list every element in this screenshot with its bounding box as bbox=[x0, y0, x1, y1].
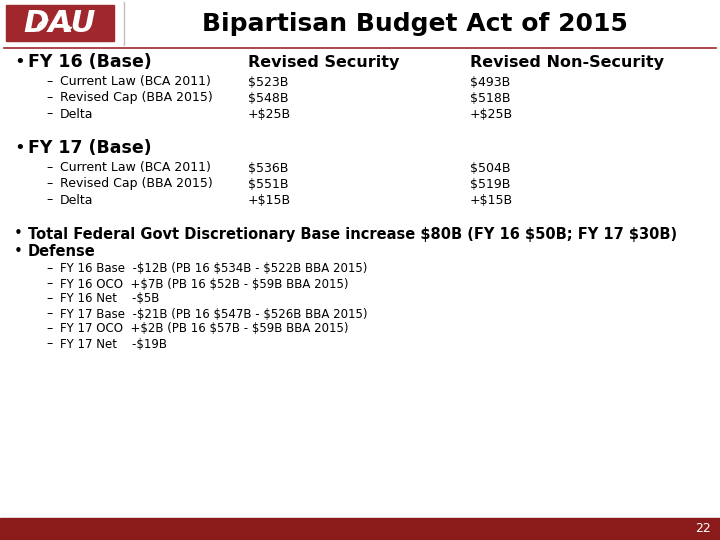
Text: +$15B: +$15B bbox=[470, 193, 513, 206]
Text: FY 17 OCO  +$2B (PB 16 $57B - $59B BBA 2015): FY 17 OCO +$2B (PB 16 $57B - $59B BBA 20… bbox=[60, 322, 348, 335]
Text: –: – bbox=[46, 193, 53, 206]
Text: $548B: $548B bbox=[248, 91, 289, 105]
Bar bbox=[6, 5, 114, 41]
Text: Current Law (BCA 2011): Current Law (BCA 2011) bbox=[60, 76, 211, 89]
Text: FY 16 (Base): FY 16 (Base) bbox=[28, 53, 152, 71]
Text: •: • bbox=[14, 226, 23, 241]
Text: DAU: DAU bbox=[24, 9, 96, 37]
Text: Total Federal Govt Discretionary Base increase $80B (FY 16 $50B; FY 17 $30B): Total Federal Govt Discretionary Base in… bbox=[28, 226, 677, 241]
Text: –: – bbox=[46, 161, 53, 174]
Text: –: – bbox=[46, 91, 53, 105]
Text: Revised Security: Revised Security bbox=[248, 55, 400, 70]
Text: –: – bbox=[46, 293, 53, 306]
Bar bbox=[4, 3, 116, 43]
Bar bbox=[0, 518, 720, 540]
Text: 22: 22 bbox=[695, 523, 711, 536]
Text: Defense: Defense bbox=[28, 245, 96, 260]
Text: Revised Non-Security: Revised Non-Security bbox=[470, 55, 664, 70]
Text: FY 17 Net    -$19B: FY 17 Net -$19B bbox=[60, 338, 167, 350]
Text: Revised Cap (BBA 2015): Revised Cap (BBA 2015) bbox=[60, 91, 212, 105]
Text: Revised Cap (BBA 2015): Revised Cap (BBA 2015) bbox=[60, 178, 212, 191]
Text: $551B: $551B bbox=[248, 178, 289, 191]
Text: –: – bbox=[46, 278, 53, 291]
Text: +$15B: +$15B bbox=[248, 193, 291, 206]
Text: •: • bbox=[14, 53, 24, 71]
Text: $504B: $504B bbox=[470, 161, 510, 174]
Text: –: – bbox=[46, 338, 53, 350]
Text: FY 17 Base  -$21B (PB 16 $547B - $526B BBA 2015): FY 17 Base -$21B (PB 16 $547B - $526B BB… bbox=[60, 307, 367, 321]
Text: FY 16 OCO  +$7B (PB 16 $52B - $59B BBA 2015): FY 16 OCO +$7B (PB 16 $52B - $59B BBA 20… bbox=[60, 278, 348, 291]
Text: $536B: $536B bbox=[248, 161, 289, 174]
Text: –: – bbox=[46, 322, 53, 335]
Text: +$25B: +$25B bbox=[470, 107, 513, 120]
Text: $523B: $523B bbox=[248, 76, 289, 89]
Text: Delta: Delta bbox=[60, 107, 94, 120]
Text: Bipartisan Budget Act of 2015: Bipartisan Budget Act of 2015 bbox=[202, 12, 628, 36]
Text: –: – bbox=[46, 107, 53, 120]
Text: $518B: $518B bbox=[470, 91, 510, 105]
Text: •: • bbox=[14, 139, 24, 157]
Text: –: – bbox=[46, 262, 53, 275]
Text: FY 16 Net    -$5B: FY 16 Net -$5B bbox=[60, 293, 159, 306]
Text: $519B: $519B bbox=[470, 178, 510, 191]
Text: –: – bbox=[46, 76, 53, 89]
Text: –: – bbox=[46, 307, 53, 321]
Text: Delta: Delta bbox=[60, 193, 94, 206]
Text: +$25B: +$25B bbox=[248, 107, 291, 120]
Text: Current Law (BCA 2011): Current Law (BCA 2011) bbox=[60, 161, 211, 174]
Text: FY 16 Base  -$12B (PB 16 $534B - $522B BBA 2015): FY 16 Base -$12B (PB 16 $534B - $522B BB… bbox=[60, 262, 367, 275]
Text: $493B: $493B bbox=[470, 76, 510, 89]
Text: –: – bbox=[46, 178, 53, 191]
Text: FY 17 (Base): FY 17 (Base) bbox=[28, 139, 152, 157]
Text: •: • bbox=[14, 245, 23, 260]
